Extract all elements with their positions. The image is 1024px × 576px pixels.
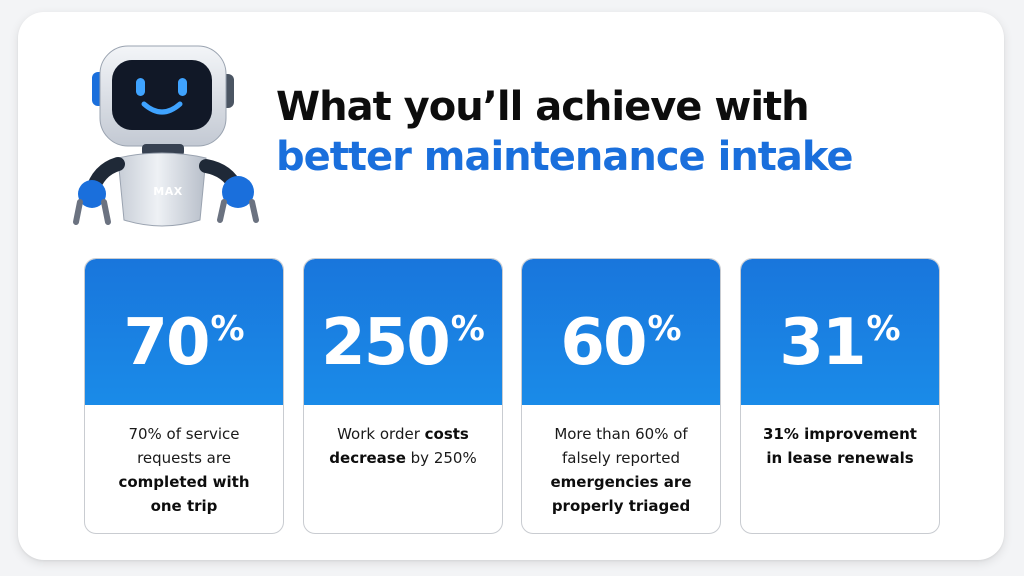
stat-card-header (522, 259, 720, 405)
stat-card-header (304, 259, 502, 405)
stat-card-lease-renewals: 31% 31% improvement in lease renewals (740, 258, 940, 534)
content-card: MAX What you’ll achieve with better main… (18, 12, 1004, 560)
stat-card-work-order-costs: 250% Work order costs decrease by 250% (303, 258, 503, 534)
stat-value: 60% (560, 306, 682, 380)
stat-description: More than 60% of falsely reported emerge… (550, 425, 692, 515)
stat-card-service-requests: 70% 70% of service requests are complete… (84, 258, 284, 534)
stat-card-emergencies: 60% More than 60% of falsely reported em… (521, 258, 721, 534)
robot-mascot-image (73, 45, 259, 227)
title-line-1: What you’ll achieve with (276, 84, 810, 130)
stat-card-header (85, 259, 283, 405)
title-line-2: better maintenance intake (276, 134, 854, 180)
page-title: What you’ll achieve with better maintena… (276, 82, 854, 182)
stat-card-header (741, 259, 939, 405)
stat-value: 31% (779, 306, 901, 380)
stat-description: Work order costs decrease by 250% (329, 425, 477, 467)
robot-badge-text: MAX (153, 185, 183, 198)
stat-description: 70% of service requests are completed wi… (118, 425, 250, 515)
stat-description: 31% improvement in lease renewals (763, 425, 917, 467)
stat-value: 250% (321, 306, 485, 380)
stat-value: 70% (123, 306, 245, 380)
